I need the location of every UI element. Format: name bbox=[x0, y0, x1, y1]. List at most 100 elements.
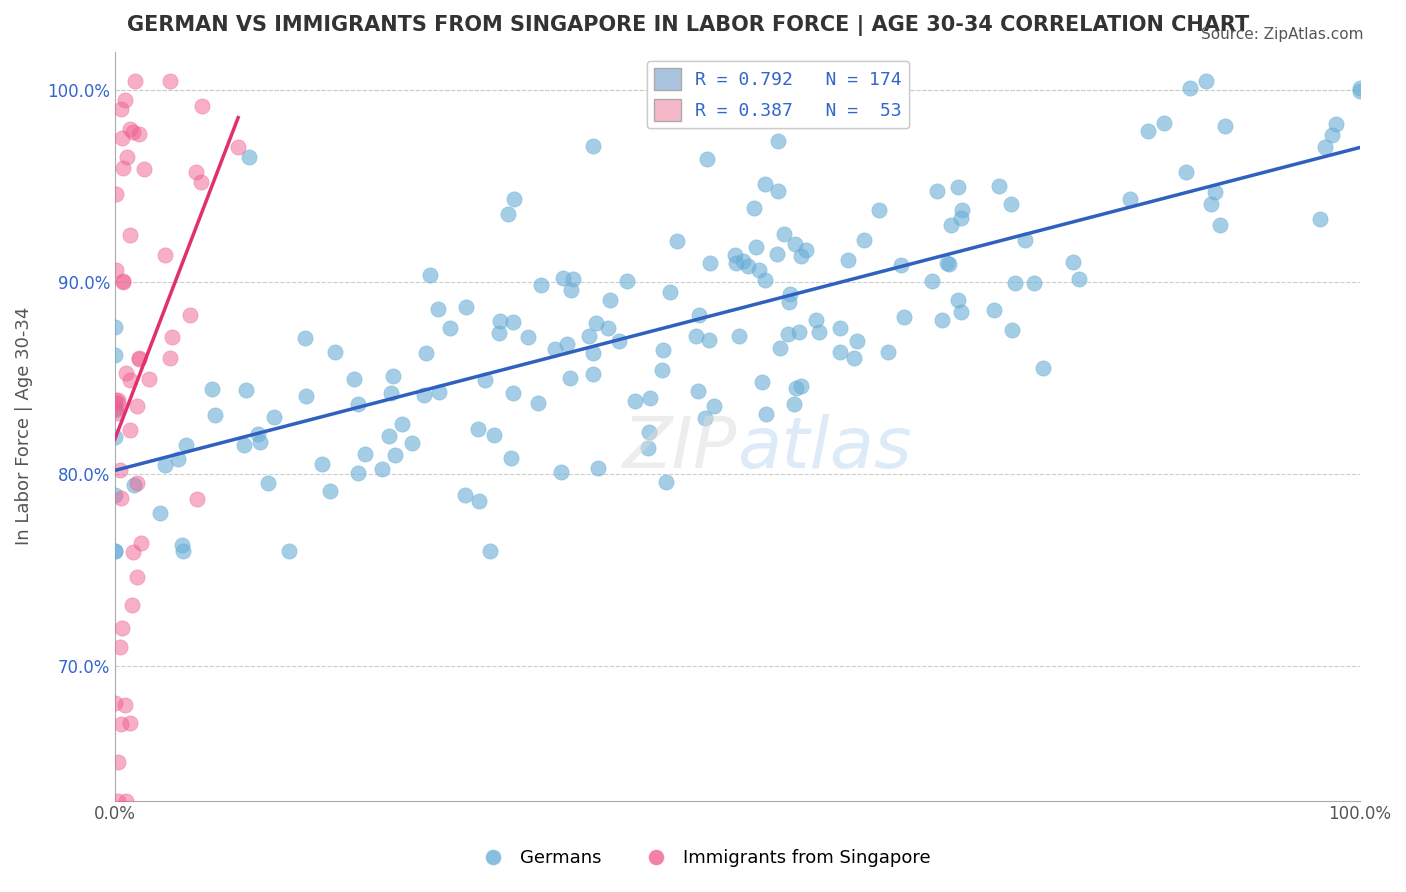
Point bbox=[790, 249, 813, 263]
Point bbox=[596, 321, 619, 335]
Point bbox=[496, 207, 519, 221]
Point bbox=[1000, 196, 1022, 211]
Point bbox=[415, 346, 437, 360]
Point bbox=[354, 447, 377, 461]
Legend: Germans, Immigrants from Singapore: Germans, Immigrants from Singapore bbox=[468, 842, 938, 874]
Point bbox=[755, 407, 778, 421]
Point bbox=[176, 438, 198, 452]
Text: GERMAN VS IMMIGRANTS FROM SINGAPORE IN LABOR FORCE | AGE 30-34 CORRELATION CHART: GERMAN VS IMMIGRANTS FROM SINGAPORE IN L… bbox=[127, 15, 1250, 36]
Point bbox=[278, 544, 301, 558]
Point bbox=[783, 237, 806, 252]
Point bbox=[921, 274, 943, 288]
Point bbox=[454, 488, 477, 502]
Point bbox=[654, 475, 676, 489]
Point bbox=[651, 363, 673, 377]
Point bbox=[659, 285, 682, 300]
Point bbox=[125, 475, 148, 490]
Point bbox=[104, 696, 127, 710]
Point bbox=[104, 544, 127, 558]
Point bbox=[555, 337, 578, 351]
Point bbox=[766, 184, 789, 198]
Point bbox=[104, 403, 127, 417]
Point bbox=[1348, 81, 1371, 95]
Point bbox=[401, 436, 423, 450]
Point bbox=[773, 227, 796, 241]
Point bbox=[159, 73, 181, 87]
Point bbox=[1136, 124, 1159, 138]
Point bbox=[560, 283, 582, 297]
Point bbox=[439, 321, 461, 335]
Point bbox=[104, 430, 127, 444]
Point bbox=[558, 371, 581, 385]
Point bbox=[502, 315, 524, 329]
Point bbox=[517, 329, 540, 343]
Point bbox=[1309, 211, 1331, 226]
Point bbox=[120, 373, 142, 387]
Point bbox=[391, 417, 413, 432]
Y-axis label: In Labor Force | Age 30-34: In Labor Force | Age 30-34 bbox=[15, 307, 32, 545]
Point bbox=[939, 218, 962, 232]
Point bbox=[638, 425, 661, 439]
Point bbox=[347, 466, 370, 480]
Point bbox=[1004, 277, 1026, 291]
Point bbox=[724, 255, 747, 269]
Point bbox=[419, 268, 441, 283]
Point bbox=[778, 295, 800, 310]
Point bbox=[550, 465, 572, 479]
Point bbox=[527, 395, 550, 409]
Point bbox=[105, 401, 128, 416]
Point bbox=[107, 393, 129, 408]
Point bbox=[413, 388, 436, 402]
Point bbox=[235, 383, 257, 397]
Point bbox=[502, 386, 524, 401]
Point bbox=[754, 177, 776, 191]
Point bbox=[110, 491, 132, 505]
Point bbox=[828, 321, 851, 335]
Point bbox=[232, 438, 254, 452]
Point bbox=[384, 448, 406, 462]
Point bbox=[776, 327, 799, 342]
Point bbox=[426, 302, 449, 317]
Point bbox=[107, 756, 129, 770]
Point bbox=[204, 409, 226, 423]
Point bbox=[582, 345, 605, 359]
Point bbox=[148, 506, 170, 520]
Point bbox=[122, 545, 145, 559]
Point bbox=[134, 161, 156, 176]
Point bbox=[877, 344, 900, 359]
Point bbox=[1178, 80, 1201, 95]
Point bbox=[1348, 84, 1371, 98]
Point bbox=[1204, 186, 1226, 200]
Point bbox=[544, 342, 567, 356]
Point bbox=[983, 303, 1005, 318]
Point bbox=[950, 304, 973, 318]
Point bbox=[588, 460, 610, 475]
Point bbox=[893, 310, 915, 324]
Point bbox=[794, 244, 817, 258]
Point bbox=[1014, 233, 1036, 247]
Point bbox=[948, 180, 970, 194]
Point bbox=[112, 161, 135, 175]
Point bbox=[925, 184, 948, 198]
Point bbox=[111, 621, 134, 635]
Point bbox=[623, 393, 645, 408]
Point bbox=[728, 328, 751, 343]
Point bbox=[172, 544, 194, 558]
Point bbox=[742, 201, 765, 215]
Point bbox=[124, 73, 146, 87]
Point bbox=[427, 385, 450, 400]
Point bbox=[124, 478, 146, 492]
Point bbox=[1174, 165, 1197, 179]
Point bbox=[263, 409, 285, 424]
Point bbox=[938, 257, 960, 271]
Point bbox=[1324, 117, 1347, 131]
Point bbox=[950, 202, 973, 217]
Point bbox=[1153, 116, 1175, 130]
Point bbox=[685, 329, 707, 343]
Point bbox=[104, 544, 127, 558]
Point bbox=[562, 272, 585, 286]
Point bbox=[118, 227, 141, 242]
Point bbox=[155, 248, 177, 262]
Point bbox=[768, 135, 790, 149]
Point bbox=[828, 344, 851, 359]
